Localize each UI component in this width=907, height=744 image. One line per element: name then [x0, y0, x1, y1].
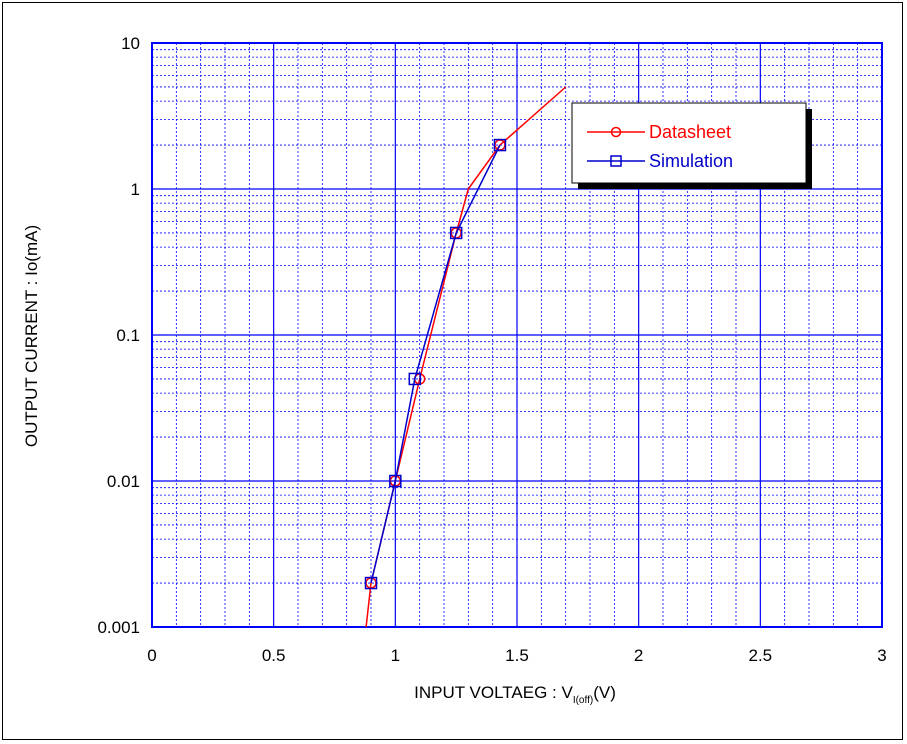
legend-datasheet-marker	[610, 126, 622, 138]
legend-simulation-marker	[610, 155, 622, 167]
x-tick-labels: 0 0.5 1 1.5 2 2.5 3	[147, 646, 886, 665]
x-axis-label: INPUT VOLTAEG : VI(off)(V)	[414, 683, 616, 706]
x-tick-label: 3	[877, 646, 886, 665]
x-axis-label-subscript: I(off)	[573, 695, 593, 706]
x-tick-label: 1.5	[505, 646, 529, 665]
series-simulation	[364, 138, 507, 590]
x-tick-label: 2	[634, 646, 643, 665]
y-tick-label: 0.01	[107, 472, 140, 491]
series-layer	[364, 86, 567, 628]
y-axis-label: OUTPUT CURRENT : Io(mA)	[22, 225, 41, 447]
x-tick-label: 2.5	[749, 646, 773, 665]
y-tick-label: 1	[131, 180, 140, 199]
x-tick-label: 1	[391, 646, 400, 665]
simulation-point-marker	[449, 226, 463, 240]
y-tick-label: 10	[121, 34, 140, 53]
series-line-datasheet	[365, 86, 567, 628]
simulation-point-marker	[493, 138, 507, 152]
y-tick-label: 0.001	[97, 618, 140, 637]
y-tick-labels: 0.001 0.01 0.1 1 10	[97, 34, 140, 637]
series-datasheet	[365, 86, 567, 628]
series-line-simulation	[370, 144, 501, 584]
plot-border	[151, 42, 883, 628]
simulation-point-marker	[408, 372, 422, 386]
legend-simulation-label: Simulation	[649, 151, 733, 171]
legend: Datasheet Simulation	[571, 102, 812, 189]
x-tick-label: 0.5	[262, 646, 286, 665]
x-axis-label-unit: (V)	[593, 683, 616, 702]
x-axis-label-main: INPUT VOLTAEG : V	[414, 683, 573, 702]
legend-box	[571, 102, 807, 184]
legend-datasheet-label: Datasheet	[649, 122, 731, 142]
y-tick-label: 0.1	[116, 326, 140, 345]
chart: 0 0.5 1 1.5 2 2.5 3 0.001 0.01 0.1 1 10 OUTPUT CUR…	[22, 34, 887, 706]
simulation-point-marker	[364, 576, 378, 590]
x-tick-label: 0	[147, 646, 156, 665]
simulation-point-marker	[389, 474, 402, 488]
